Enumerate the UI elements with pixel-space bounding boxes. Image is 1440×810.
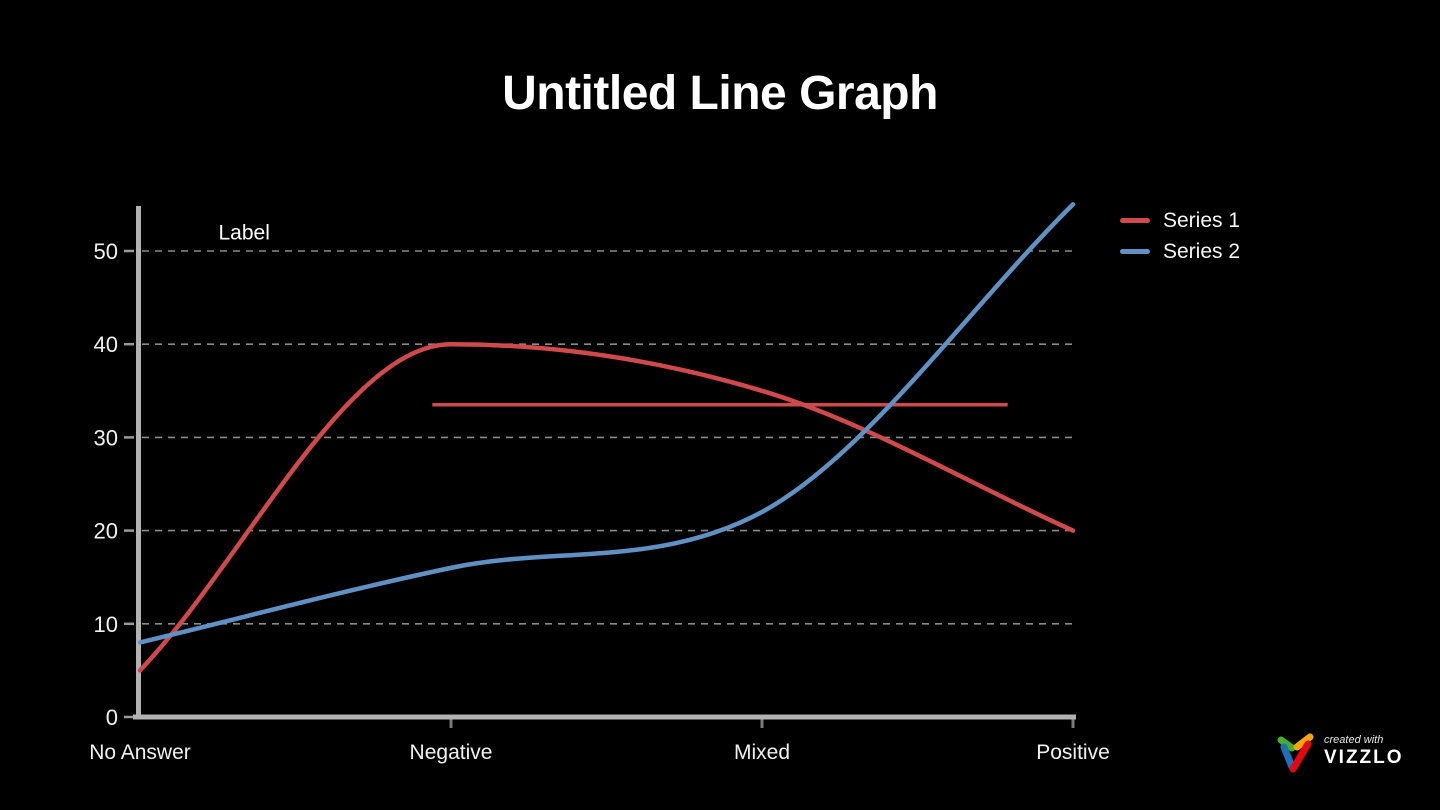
- y-axis-tick-label: 50: [94, 239, 118, 264]
- series-1-line: [137, 341, 1076, 673]
- vizzlo-logo-icon: [1277, 733, 1314, 773]
- legend-swatch-series-2: [1120, 249, 1150, 254]
- y-axis-tick-label: 30: [94, 425, 118, 450]
- x-axis-label: Negative: [410, 741, 493, 764]
- vizzlo-badge: created with VIZZLO: [1277, 731, 1404, 779]
- chart-title: Untitled Line Graph: [502, 67, 938, 120]
- x-axis-label: No Answer: [89, 741, 191, 764]
- vizzlo-badge-text: created with VIZZLO: [1324, 731, 1404, 768]
- legend-item-series-2: Series 2: [1120, 236, 1240, 267]
- x-axis-label: Positive: [1036, 741, 1110, 764]
- legend-label-series-2: Series 2: [1163, 240, 1241, 263]
- legend-item-series-1: Series 1: [1120, 205, 1240, 236]
- series-2-line: [137, 202, 1076, 645]
- legend-label-series-1: Series 1: [1163, 209, 1241, 232]
- annotation-label: Label: [218, 221, 269, 244]
- brand-name: VIZZLO: [1324, 747, 1404, 768]
- legend: Series 1 Series 2: [1120, 205, 1240, 267]
- created-with-text: created with: [1324, 734, 1384, 746]
- y-axis-tick-label: 10: [94, 612, 118, 637]
- legend-swatch-series-1: [1120, 218, 1150, 223]
- y-axis-tick-label: 20: [94, 519, 118, 544]
- y-axis-tick-label: 0: [106, 705, 118, 730]
- x-axis-label: Mixed: [734, 741, 790, 764]
- y-axis-tick-label: 40: [94, 332, 118, 357]
